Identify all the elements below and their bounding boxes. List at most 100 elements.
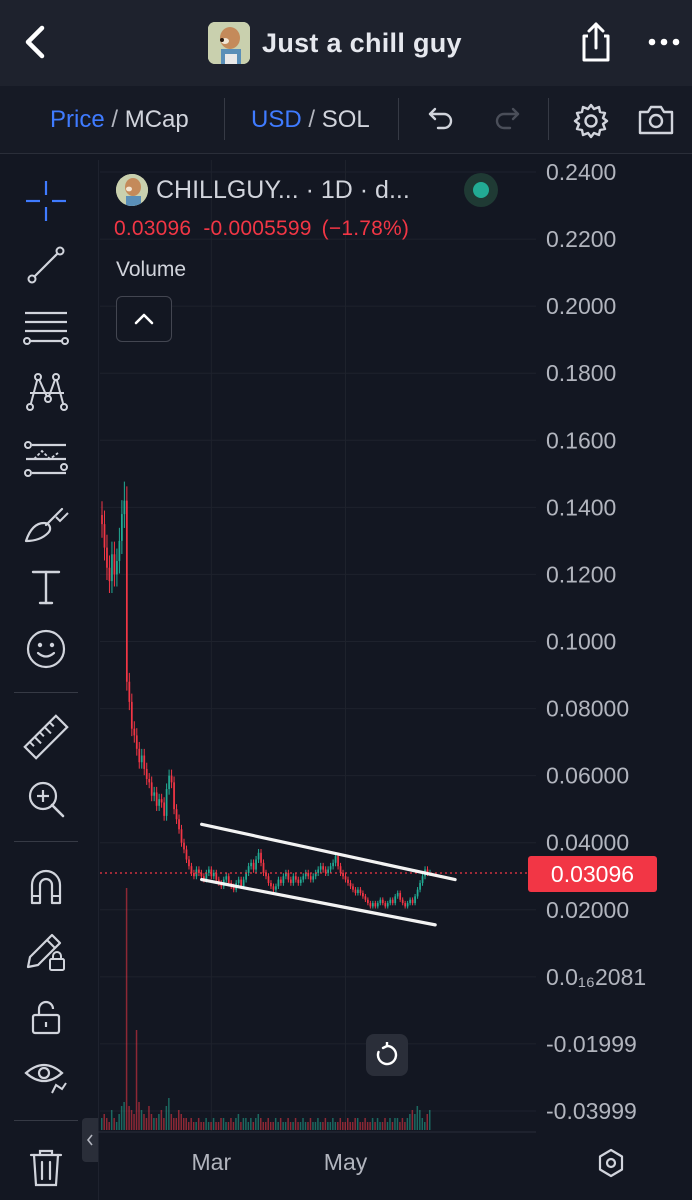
candle-body (175, 809, 178, 820)
undo-button[interactable] (424, 102, 456, 139)
reset-chart-button[interactable] (366, 1034, 408, 1076)
candle-body (352, 886, 354, 890)
candle-body (396, 893, 399, 897)
volume-bar (409, 1114, 411, 1130)
y-tick-label: 0.1000 (546, 629, 616, 655)
candle-body (426, 869, 429, 873)
toggle-separator: / (111, 106, 119, 133)
candle-body (362, 893, 364, 897)
candle-body (245, 872, 247, 880)
volume-bar (429, 1110, 431, 1130)
measure-tool[interactable] (22, 713, 70, 761)
candlestick-chart[interactable]: 0.2400 0.2200 0.2000 0.1800 0.1600 0.1400 0.12… (98, 160, 692, 1200)
candle-body (163, 802, 165, 816)
lock-drawings-tool[interactable] (22, 927, 70, 975)
candle-body (337, 856, 339, 867)
candle-body (292, 876, 295, 883)
market-status-indicator[interactable] (464, 173, 498, 207)
scale-settings-button[interactable] (594, 1146, 628, 1180)
volume-bar (374, 1122, 376, 1130)
candle-body (198, 869, 200, 873)
currency-toggle[interactable]: USD / SOL (251, 106, 370, 134)
candle-body (419, 882, 421, 890)
crosshair-icon (26, 181, 66, 221)
candle-body (215, 872, 218, 880)
volume-bar (384, 1118, 386, 1130)
price-option[interactable]: Price (50, 106, 105, 133)
candle-body (121, 514, 123, 541)
volume-indicator-label[interactable]: Volume (116, 258, 187, 281)
mcap-option[interactable]: MCap (124, 106, 189, 133)
magnet-mode-tool[interactable] (22, 863, 70, 911)
fib-retracement-tool[interactable] (22, 303, 70, 351)
volume-bar (165, 1106, 168, 1130)
emoji-tool[interactable] (22, 625, 70, 673)
crosshair-tool[interactable] (22, 177, 70, 225)
volume-bar (426, 1114, 429, 1130)
change-value: -0.0005599 (203, 217, 312, 240)
volume-bar (411, 1110, 414, 1130)
volume-bar (115, 1122, 118, 1130)
candle-body (252, 862, 255, 870)
trend-line-tool[interactable] (22, 241, 70, 289)
candle-body (409, 899, 411, 904)
volume-bar (334, 1122, 337, 1130)
eye-icon (24, 1063, 67, 1094)
volume-bar (376, 1118, 379, 1130)
candle-body (349, 882, 352, 887)
candle-body (421, 876, 424, 883)
collapse-sidebar-button[interactable] (82, 1118, 98, 1162)
volume-bar (386, 1122, 389, 1130)
candle-body (287, 872, 290, 880)
candle-body (138, 748, 141, 763)
volume-bar (381, 1122, 384, 1130)
ellipsis-icon (648, 38, 680, 46)
volume-bar (309, 1118, 312, 1130)
toolbar-divider (398, 98, 399, 140)
undo-icon (428, 107, 453, 130)
more-options-button[interactable] (644, 30, 684, 54)
candle-body (317, 869, 320, 873)
brush-tool[interactable] (22, 501, 70, 549)
candle-body (371, 903, 374, 907)
symbol-legend[interactable]: CHILLGUY... · 1D · d... (116, 172, 410, 208)
share-button[interactable] (578, 20, 614, 64)
prediction-tool[interactable] (22, 435, 70, 483)
text-icon (31, 570, 61, 605)
candle-body (309, 876, 312, 880)
candle-body (404, 903, 407, 907)
chart-settings-button[interactable] (572, 102, 610, 145)
screenshot-button[interactable] (636, 102, 676, 143)
candle-body (324, 869, 327, 873)
volume-bar (307, 1122, 309, 1130)
zoom-tool[interactable] (22, 775, 70, 823)
volume-bar (192, 1122, 195, 1130)
volume-bar (210, 1122, 212, 1130)
text-tool[interactable] (22, 563, 70, 611)
volume-bar (255, 1118, 257, 1130)
redo-button[interactable] (492, 102, 524, 139)
drawing-tools-sidebar (0, 155, 92, 1200)
volume-bar (404, 1122, 406, 1130)
remove-drawings-tool[interactable] (22, 1143, 70, 1191)
volume-bar (312, 1122, 314, 1130)
candle-body (227, 876, 230, 883)
lock-all-tool[interactable] (22, 993, 70, 1041)
symbol-title: CHILLGUY... · 1D · d... (156, 175, 410, 204)
volume-bar (207, 1122, 210, 1130)
back-button[interactable] (18, 22, 54, 62)
volume-bar (354, 1118, 356, 1130)
volume-bar (180, 1114, 183, 1130)
hide-drawings-tool[interactable] (22, 1053, 70, 1101)
price-mcap-toggle[interactable]: Price / MCap (50, 106, 189, 134)
volume-bar (424, 1122, 426, 1130)
price-chart[interactable]: 0.2400 0.2200 0.2000 0.1800 0.1600 0.1400 0.12… (98, 160, 692, 1200)
candle-body (128, 681, 131, 702)
candle-body (262, 862, 265, 873)
pattern-tool[interactable] (22, 367, 70, 415)
collapse-legend-button[interactable] (116, 296, 172, 342)
candle-body (294, 876, 297, 880)
volume-bar (225, 1122, 227, 1130)
sol-option[interactable]: SOL (321, 106, 370, 133)
usd-option[interactable]: USD (251, 106, 302, 133)
